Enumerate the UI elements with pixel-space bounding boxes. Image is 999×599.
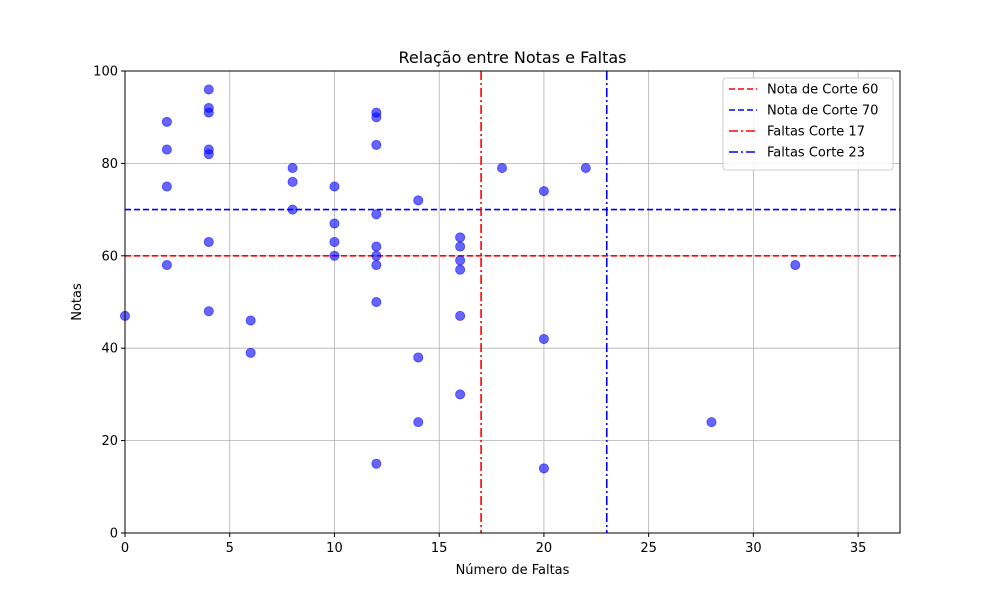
data-point	[413, 352, 424, 363]
data-point	[203, 149, 214, 160]
x-tick-label: 20	[536, 541, 553, 556]
y-tick-label: 20	[101, 434, 118, 449]
legend-label: Faltas Corte 23	[767, 146, 865, 161]
data-point	[497, 163, 508, 174]
data-point	[455, 389, 466, 400]
legend-label: Nota de Corte 60	[767, 83, 878, 98]
x-axis-label: Número de Faltas	[456, 563, 570, 578]
data-point	[538, 463, 549, 474]
x-tick-label: 5	[226, 541, 234, 556]
y-tick-label: 100	[93, 65, 118, 80]
legend: Nota de Corte 60 Nota de Corte 70 Faltas C…	[722, 77, 894, 171]
y-tick-label: 40	[101, 342, 118, 357]
data-point	[203, 107, 214, 118]
data-point	[371, 296, 382, 307]
x-tick-label: 15	[431, 541, 448, 556]
data-point	[371, 241, 382, 252]
data-point	[455, 232, 466, 243]
reference-lines	[125, 71, 900, 533]
data-point	[455, 241, 466, 252]
y-axis-ticks: 0 20 40 60 80 100	[93, 65, 125, 542]
data-points	[120, 84, 801, 474]
data-point	[287, 204, 298, 215]
y-axis-label: Notas	[70, 283, 85, 321]
data-point	[161, 116, 172, 127]
legend-label: Faltas Corte 17	[767, 125, 865, 140]
data-point	[371, 139, 382, 150]
data-point	[455, 264, 466, 275]
x-tick-label: 0	[121, 541, 129, 556]
y-tick-label: 60	[101, 249, 118, 264]
data-point	[371, 458, 382, 469]
data-point	[371, 112, 382, 123]
data-point	[161, 260, 172, 271]
data-point	[413, 195, 424, 206]
data-point	[287, 176, 298, 187]
x-tick-label: 10	[326, 541, 343, 556]
data-point	[329, 218, 340, 229]
data-point	[161, 181, 172, 192]
data-point	[455, 255, 466, 266]
data-point	[371, 250, 382, 261]
x-axis-ticks: 0 5 10 15 20 25 30 35	[121, 533, 867, 556]
data-point	[203, 84, 214, 95]
data-point	[245, 315, 256, 326]
data-point	[287, 163, 298, 174]
data-point	[203, 306, 214, 317]
data-point	[538, 186, 549, 197]
data-point	[245, 347, 256, 358]
data-point	[329, 236, 340, 247]
y-tick-label: 80	[101, 157, 118, 172]
data-point	[706, 417, 717, 428]
data-point	[161, 144, 172, 155]
data-point	[538, 333, 549, 344]
data-point	[203, 236, 214, 247]
data-point	[329, 181, 340, 192]
x-tick-label: 30	[745, 541, 762, 556]
x-tick-label: 35	[850, 541, 867, 556]
x-tick-label: 25	[640, 541, 657, 556]
data-point	[329, 250, 340, 261]
data-point	[455, 310, 466, 321]
data-point	[790, 260, 801, 271]
data-point	[413, 417, 424, 428]
data-point	[371, 209, 382, 220]
data-point	[580, 163, 591, 174]
data-point	[371, 260, 382, 271]
plot-frame	[124, 70, 901, 534]
legend-box	[722, 77, 894, 171]
y-tick-label: 0	[110, 527, 118, 542]
legend-label: Nota de Corte 70	[767, 104, 878, 119]
chart-title: Relação entre Notas e Faltas	[399, 48, 627, 67]
